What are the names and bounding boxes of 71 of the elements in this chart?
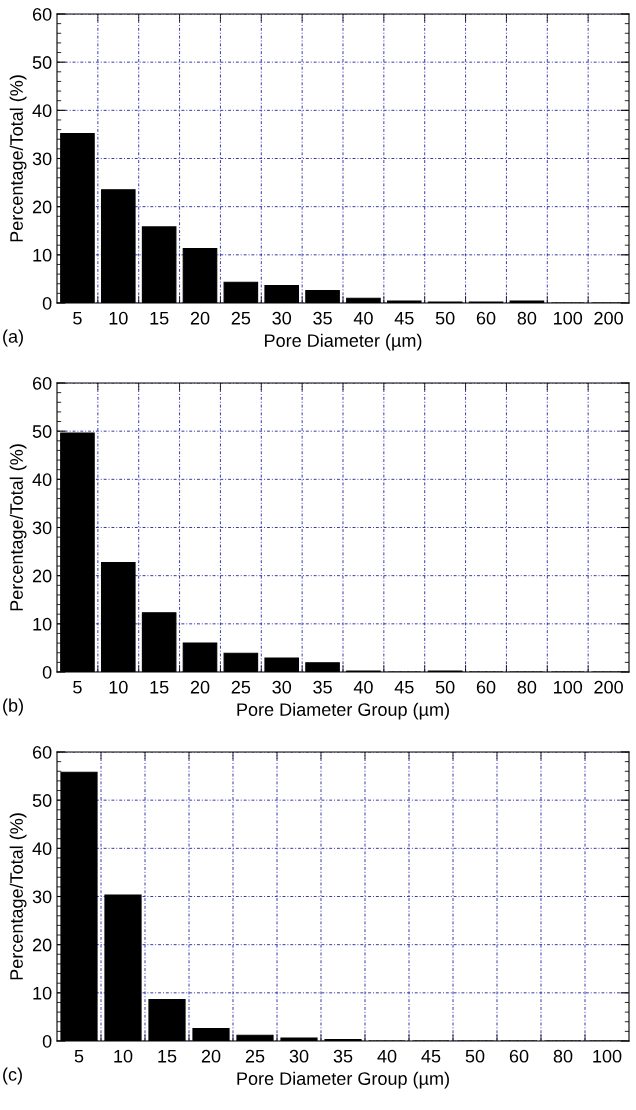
x-tick-label: 15 <box>150 312 169 325</box>
x-tick-label: 25 <box>231 311 251 325</box>
y-tick-label: 20 <box>32 200 52 214</box>
x-tick-label: 45 <box>394 681 414 694</box>
x-tick-label: 50 <box>435 680 455 694</box>
y-tick-label: 40 <box>32 473 52 487</box>
y-tick-label: 30 <box>32 521 52 535</box>
x-tick-label: 15 <box>158 1050 177 1063</box>
y-tick-label: 10 <box>33 617 52 631</box>
y-tick-label: 40 <box>32 104 52 118</box>
y-tick-label: 60 <box>32 745 52 759</box>
x-tick-label: 20 <box>190 311 210 325</box>
y-tick-label: 40 <box>32 842 52 856</box>
x-tick-label: 25 <box>245 1049 265 1063</box>
x-tick-label: 10 <box>109 311 128 325</box>
x-tick-label: 60 <box>509 1049 529 1063</box>
y-axis-title: Percentage/Total (%) <box>9 75 27 242</box>
y-tick-label: 30 <box>32 152 52 166</box>
text: (b) <box>3 698 23 716</box>
x-axis-title: Pore Diameter (µm) <box>265 333 422 351</box>
x-tick-label: 45 <box>394 312 414 325</box>
x-tick-label: 50 <box>435 311 455 325</box>
x-tick-label: 60 <box>476 680 496 694</box>
x-tick-label: 40 <box>377 1049 397 1063</box>
x-tick-label: 40 <box>353 311 373 325</box>
x-tick-label: 100 <box>554 680 583 694</box>
x-tick-label: 40 <box>353 680 373 694</box>
y-tick-label: 50 <box>32 425 52 438</box>
y-tick-label: 0 <box>42 665 52 679</box>
y-tick-label: 30 <box>32 890 52 904</box>
y-tick-label: 60 <box>32 376 52 390</box>
x-tick-label: 100 <box>554 311 583 325</box>
x-tick-label: 10 <box>114 1049 133 1063</box>
y-tick-label: 10 <box>33 986 52 1000</box>
x-tick-label: 10 <box>109 680 128 694</box>
x-tick-label: 200 <box>594 680 623 694</box>
x-tick-label: 80 <box>517 680 537 694</box>
x-tick-label: 35 <box>313 680 332 694</box>
x-tick-label: 30 <box>289 1049 309 1063</box>
x-tick-label: 80 <box>553 1049 573 1063</box>
x-axis-title: Pore Diameter Group (µm) <box>237 702 449 720</box>
x-tick-label: 15 <box>150 681 169 694</box>
y-tick-label: 20 <box>32 938 52 952</box>
y-tick-label: 50 <box>32 56 52 69</box>
y-axis-title: Percentage/Total (%) <box>9 813 27 980</box>
y-tick-label: 50 <box>32 794 52 807</box>
y-tick-label: 0 <box>42 296 52 310</box>
y-tick-label: 0 <box>42 1034 52 1048</box>
x-tick-label: 5 <box>74 1050 84 1063</box>
text: (a) <box>3 329 23 347</box>
x-tick-label: 30 <box>272 311 292 325</box>
x-tick-label: 35 <box>333 1049 353 1063</box>
x-tick-label: 25 <box>231 680 251 694</box>
y-tick-label: 20 <box>32 569 52 583</box>
x-tick-label: 200 <box>594 311 623 325</box>
x-tick-label: 5 <box>73 312 82 325</box>
x-tick-label: 45 <box>421 1050 441 1063</box>
x-tick-label: 5 <box>73 681 82 694</box>
x-axis-title: Pore Diameter Group (µm) <box>237 1071 449 1089</box>
x-tick-label: 20 <box>201 1049 221 1063</box>
x-tick-label: 35 <box>313 311 332 325</box>
y-tick-label: 10 <box>33 248 52 262</box>
y-axis-title: Percentage/Total (%) <box>9 444 27 611</box>
x-tick-label: 60 <box>476 311 496 325</box>
text: (c) <box>3 1067 22 1085</box>
x-tick-label: 80 <box>517 311 537 325</box>
x-tick-label: 100 <box>593 1049 622 1063</box>
x-tick-label: 50 <box>465 1049 485 1063</box>
y-tick-label: 60 <box>32 7 52 21</box>
x-tick-label: 20 <box>190 680 210 694</box>
x-tick-label: 30 <box>272 680 292 694</box>
